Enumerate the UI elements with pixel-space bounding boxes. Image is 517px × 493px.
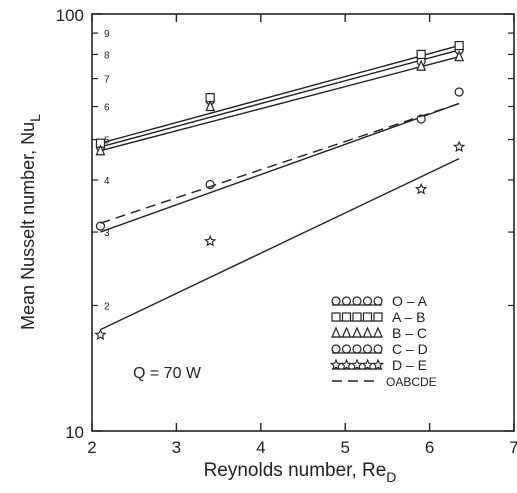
data-point-a-b (454, 40, 464, 51)
legend-entry: A – B (331, 309, 425, 325)
x-tick-label: 4 (256, 438, 265, 457)
legend-marker (352, 326, 362, 338)
legend-marker (341, 296, 352, 306)
fit-line-c-d (100, 102, 460, 233)
legend-marker (362, 312, 373, 322)
legend-marker (352, 312, 362, 322)
data-point-c-d (416, 114, 426, 124)
plot-frame (91, 13, 515, 432)
legend-marker (350, 358, 364, 371)
data-point-d-e (94, 328, 107, 341)
data-point-a-b (416, 49, 426, 60)
fit-line-o-a (100, 49, 460, 148)
legend-entry: C – D (331, 341, 428, 357)
x-axis-label-subscript: D (386, 469, 396, 485)
legend-entry: B – C (331, 325, 427, 341)
data-point-c-d (454, 87, 464, 97)
y-minor-tick-label: 9 (104, 29, 110, 40)
x-tick-label: 7 (509, 438, 517, 457)
legend-marker (329, 358, 343, 371)
legend: O – AA – BB – CC – DD – E OABCDE (329, 293, 437, 389)
legend-marker (362, 344, 373, 354)
legend-marker (340, 358, 353, 371)
fit-line-b-c (100, 56, 460, 152)
y-axis-label: Mean Nusselt number, NuL (18, 114, 43, 330)
x-axis-label: Reynolds number, ReD (204, 460, 397, 485)
y-major-tick-label: 10 (65, 423, 84, 442)
data-point-b-c (416, 59, 427, 71)
data-point-b-c (205, 100, 216, 112)
y-minor-tick-label: 3 (104, 228, 110, 239)
series-group (94, 40, 466, 341)
y-minor-tick-label: 6 (104, 103, 110, 114)
legend-entry: O – A (331, 293, 428, 309)
legend-marker (373, 344, 383, 354)
legend-marker (341, 344, 352, 354)
legend-marker (352, 296, 362, 306)
legend-marker (373, 326, 383, 338)
legend-marker (341, 312, 352, 322)
annotation-heat-input: Q = 70 W (133, 365, 202, 382)
legend-marker (331, 344, 341, 354)
legend-marker (362, 326, 373, 338)
data-point-d-e (453, 140, 466, 153)
legend-label: C – D (392, 341, 428, 357)
legend-marker (331, 296, 341, 306)
legend-entry: OABCDE (332, 375, 437, 389)
x-tick-label: 2 (87, 438, 96, 457)
legend-label: B – C (392, 325, 427, 341)
legend-marker (361, 358, 374, 371)
y-major-tick-label: 100 (56, 6, 84, 25)
legend-marker (371, 358, 385, 371)
fit-line-a-b (100, 44, 460, 144)
fit-line-d-e (100, 157, 460, 331)
fit-line-oabcde (100, 102, 460, 224)
legend-marker (362, 296, 373, 306)
y-minor-tick-label: 4 (104, 176, 110, 187)
x-tick-label: 5 (340, 438, 349, 457)
y-axis-label-subscript: L (27, 114, 43, 122)
legend-marker (352, 344, 362, 354)
y-axis-label-main: Mean Nusselt number, Nu (18, 122, 38, 330)
data-point-d-e (204, 234, 217, 247)
x-axis-label-main: Reynolds number, Re (204, 460, 387, 481)
legend-label: D – E (392, 357, 427, 373)
data-point-b-c (454, 50, 465, 62)
legend-label: A – B (392, 309, 425, 325)
y-minor-tick-label: 7 (104, 75, 110, 86)
legend-label: OABCDE (386, 375, 437, 389)
legend-marker (373, 296, 383, 306)
data-point-c-d (95, 221, 106, 231)
data-point-b-c (95, 144, 106, 156)
legend-marker (373, 312, 383, 322)
axes-frame-group (91, 13, 515, 432)
legend-marker (331, 326, 341, 338)
legend-marker (331, 312, 341, 322)
data-point-d-e (415, 182, 428, 195)
y-minor-tick-label: 8 (104, 50, 110, 61)
tick-labels-group: 2345671010023456789 (56, 6, 517, 457)
legend-marker (341, 326, 352, 338)
legend-label: O – A (392, 293, 428, 309)
y-minor-tick-label: 2 (104, 301, 110, 312)
x-tick-label: 3 (172, 438, 181, 457)
legend-entry: D – E (329, 357, 427, 373)
x-tick-label: 6 (425, 438, 434, 457)
